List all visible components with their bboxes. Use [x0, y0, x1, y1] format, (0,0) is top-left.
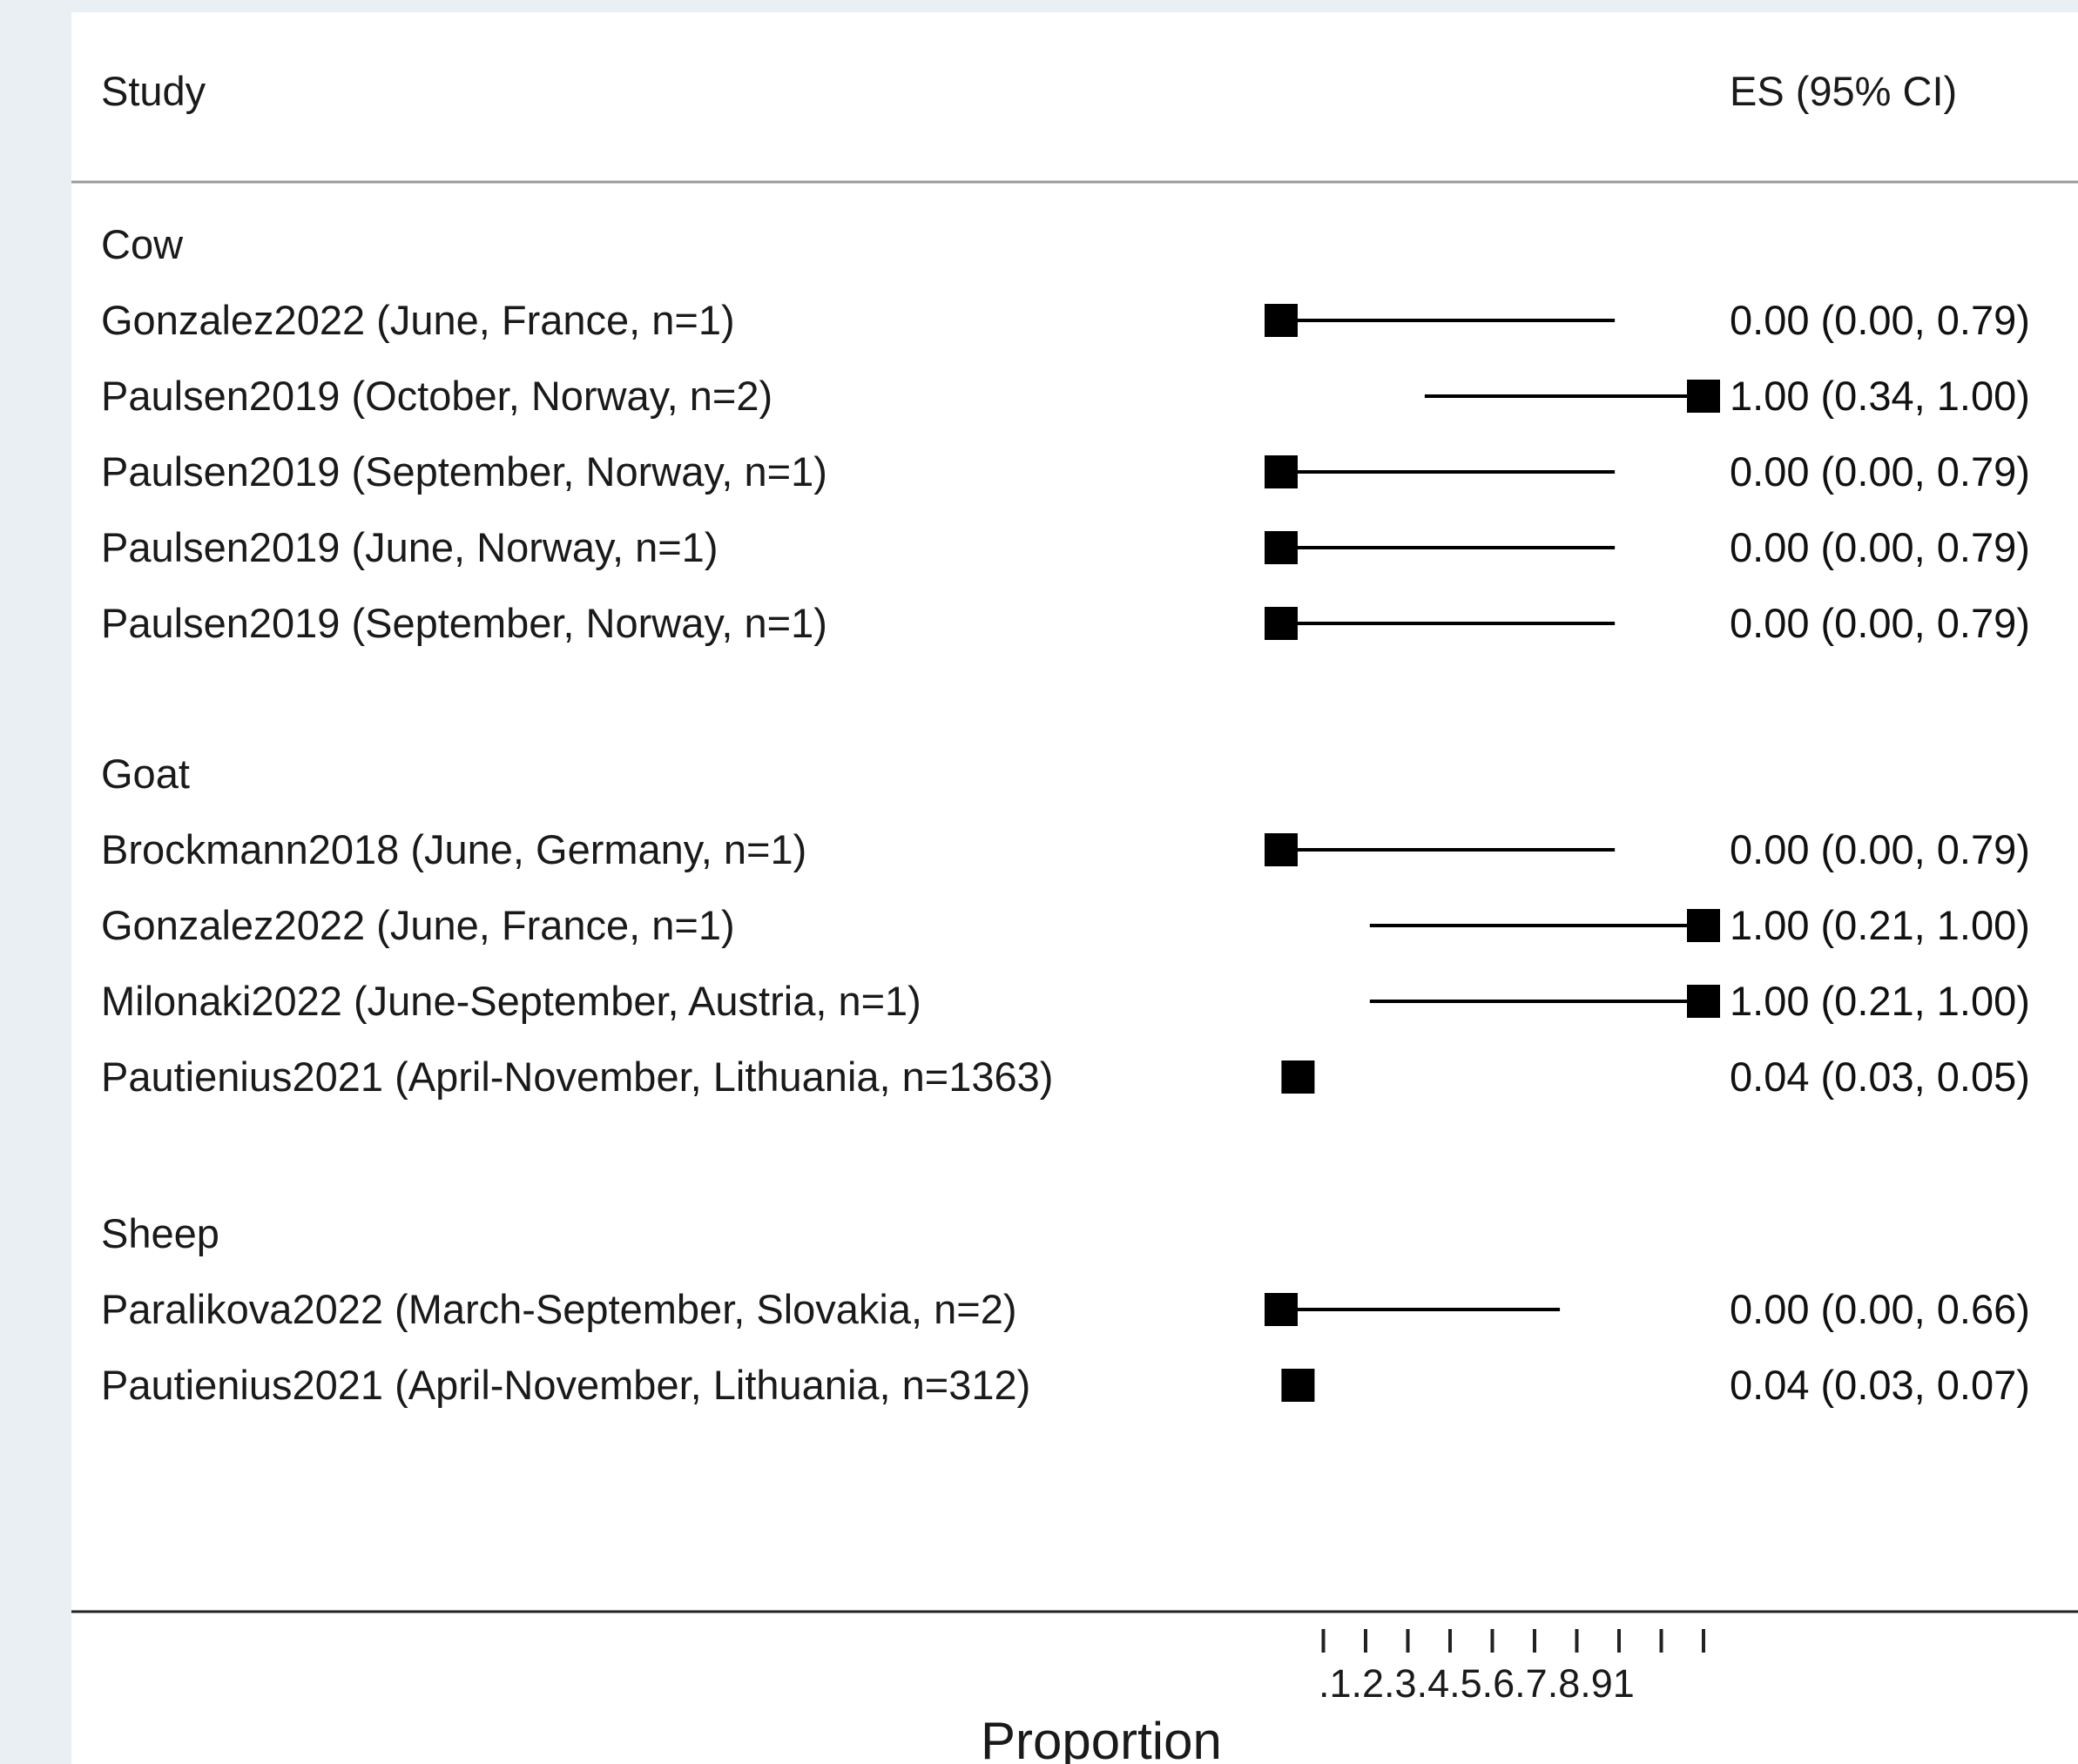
study-label: Pautienius2021 (April-November, Lithuani… — [101, 1362, 1030, 1408]
study-row: Paulsen2019 (September, Norway, n=1) 0.00… — [101, 448, 2030, 495]
es-value: 0.00 (0.00, 0.79) — [1730, 524, 2030, 570]
study-row: Paulsen2019 (June, Norway, n=1) 0.00 (0.0… — [101, 524, 2030, 570]
group-label: Goat — [101, 751, 190, 797]
x-axis: .1.2.3.4.5.6.7.8.91 Proportion — [71, 1610, 2078, 1764]
es-value: 0.00 (0.00, 0.79) — [1730, 448, 2030, 495]
study-label: Paulsen2019 (September, Norway, n=1) — [101, 448, 827, 495]
effect-marker — [1687, 909, 1720, 942]
es-value: 0.04 (0.03, 0.05) — [1730, 1054, 2030, 1100]
es-value: 0.04 (0.03, 0.07) — [1730, 1362, 2030, 1408]
study-column-header: Study — [101, 68, 206, 114]
study-row: Paulsen2019 (September, Norway, n=1) 0.00… — [101, 600, 2030, 646]
effect-marker — [1265, 531, 1298, 564]
es-value: 0.00 (0.00, 0.79) — [1730, 297, 2030, 343]
effect-marker — [1281, 1369, 1315, 1402]
effect-marker — [1265, 1293, 1298, 1326]
effect-marker — [1687, 380, 1720, 413]
effect-marker — [1265, 304, 1298, 337]
study-row: Gonzalez2022 (June, France, n=1) 1.00 (0.… — [101, 902, 2030, 948]
study-row: Paralikova2022 (March-September, Slovaki… — [101, 1286, 2030, 1332]
forest-plot: Study ES (95% CI) Cow Gonzalez2022 (June,… — [71, 68, 2078, 1764]
es-value: 1.00 (0.34, 1.00) — [1730, 373, 2030, 419]
es-column-header: ES (95% CI) — [1730, 68, 1957, 114]
group-label: Cow — [101, 221, 184, 267]
group-label: Sheep — [101, 1210, 219, 1256]
study-row: Pautienius2021 (April-November, Lithuani… — [101, 1054, 2030, 1100]
study-row: Brockmann2018 (June, Germany, n=1) 0.00 (… — [101, 826, 2030, 872]
x-tick-labels: .1.2.3.4.5.6.7.8.91 — [1319, 1661, 1635, 1706]
study-label: Gonzalez2022 (June, France, n=1) — [101, 902, 735, 948]
study-rows: Cow Gonzalez2022 (June, France, n=1) 0.00 … — [101, 221, 2030, 1408]
effect-marker — [1265, 833, 1298, 866]
study-row: Pautienius2021 (April-November, Lithuani… — [101, 1362, 2030, 1408]
effect-marker — [1265, 607, 1298, 640]
study-row: Milonaki2022 (June-September, Austria, n… — [101, 978, 2030, 1024]
effect-marker — [1281, 1060, 1315, 1094]
table-header: Study ES (95% CI) — [71, 68, 2078, 184]
study-label: Gonzalez2022 (June, France, n=1) — [101, 297, 735, 343]
forest-plot-panel: Study ES (95% CI) Cow Gonzalez2022 (June,… — [71, 12, 2078, 1764]
es-value: 0.00 (0.00, 0.66) — [1730, 1286, 2030, 1332]
study-row: Gonzalez2022 (June, France, n=1) 0.00 (0.… — [101, 297, 2030, 343]
study-label: Paulsen2019 (October, Norway, n=2) — [101, 373, 773, 419]
x-axis-title: Proportion — [981, 1712, 1222, 1764]
effect-marker — [1265, 455, 1298, 488]
study-label: Paralikova2022 (March-September, Slovaki… — [101, 1286, 1017, 1332]
study-label: Brockmann2018 (June, Germany, n=1) — [101, 826, 806, 872]
x-axis-ticks — [1321, 1629, 1705, 1653]
study-label: Paulsen2019 (September, Norway, n=1) — [101, 600, 827, 646]
effect-marker — [1687, 985, 1720, 1018]
es-value: 0.00 (0.00, 0.79) — [1730, 826, 2030, 872]
es-value: 1.00 (0.21, 1.00) — [1730, 902, 2030, 948]
es-value: 1.00 (0.21, 1.00) — [1730, 978, 2030, 1024]
es-value: 0.00 (0.00, 0.79) — [1730, 600, 2030, 646]
study-row: Paulsen2019 (October, Norway, n=2) 1.00 (… — [101, 373, 2030, 419]
study-label: Milonaki2022 (June-September, Austria, n… — [101, 978, 921, 1024]
study-label: Paulsen2019 (June, Norway, n=1) — [101, 524, 718, 570]
study-label: Pautienius2021 (April-November, Lithuani… — [101, 1054, 1053, 1100]
